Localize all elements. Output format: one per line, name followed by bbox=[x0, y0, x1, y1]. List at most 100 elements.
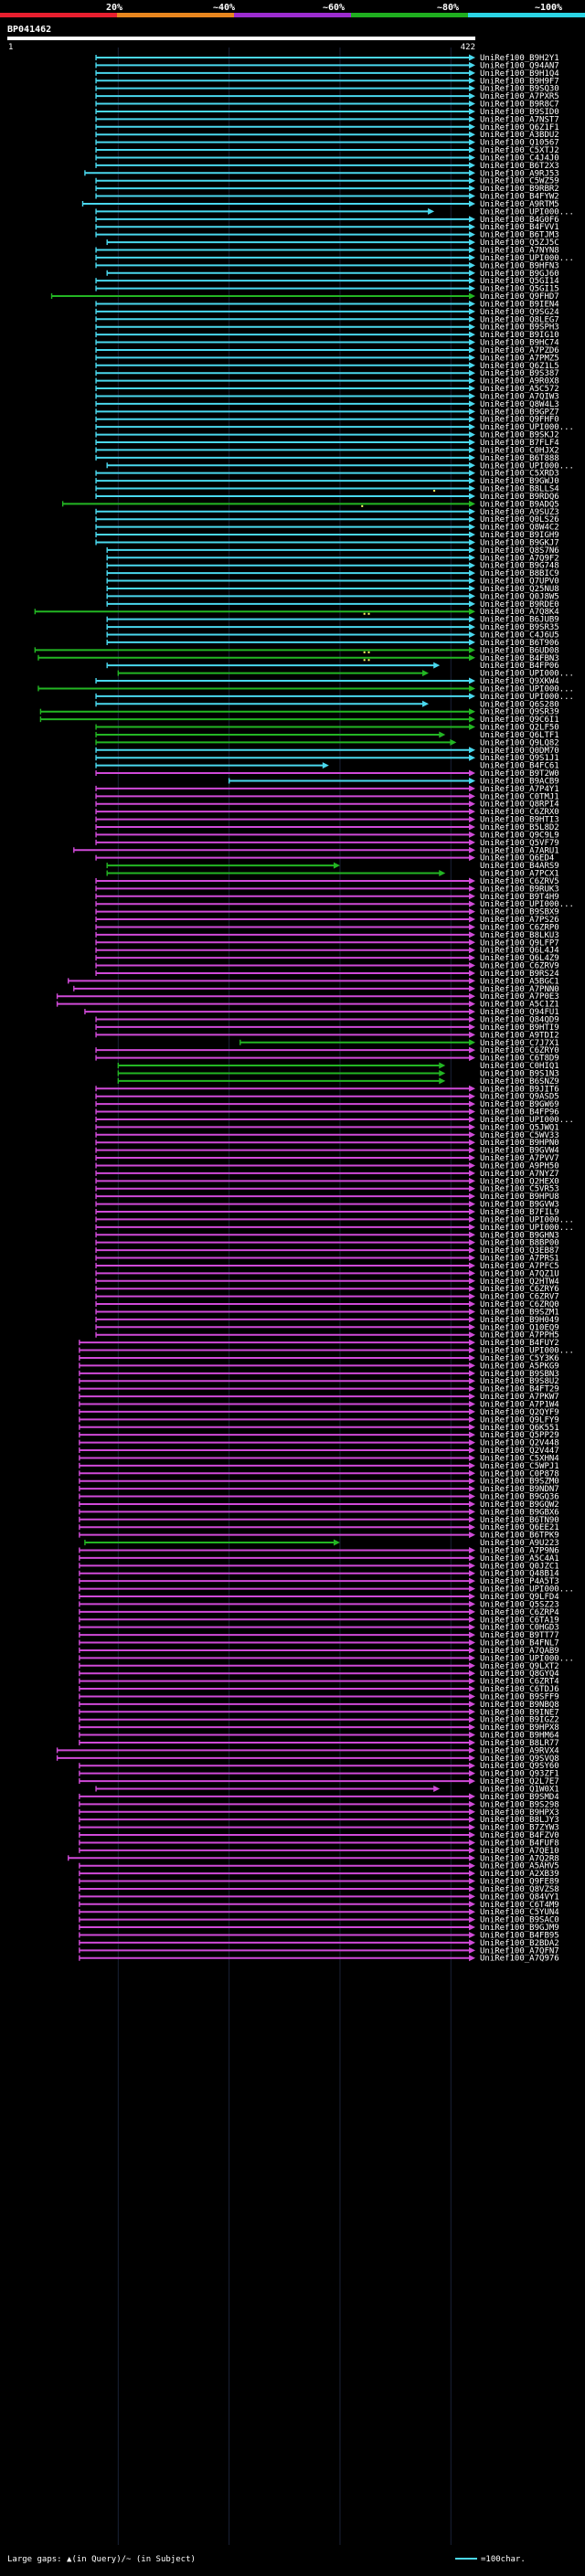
hit-arrow-icon bbox=[469, 554, 475, 561]
hit-label: UniRef100_B9G748 bbox=[480, 562, 559, 571]
hit-row: UniRef100_Q2V447 bbox=[79, 1447, 559, 1456]
hit-arrow-icon bbox=[469, 970, 475, 977]
hit-arrow-icon bbox=[469, 1955, 475, 1962]
hit-arrow-icon bbox=[469, 616, 475, 623]
hit-row: UniRef100_A7NST7 bbox=[95, 115, 559, 124]
hit-label: UniRef100_B9SKJ2 bbox=[480, 431, 559, 440]
hit-row: UniRef100_B9HPX3 bbox=[79, 1808, 559, 1818]
hit-arrow-icon bbox=[469, 1716, 475, 1723]
hit-label: UniRef100_B6JUB9 bbox=[480, 616, 559, 625]
hit-label: UniRef100_A7P4Y1 bbox=[480, 785, 559, 794]
hit-row: UniRef100_A9RTM5 bbox=[81, 200, 559, 209]
hit-arrow-icon bbox=[469, 508, 475, 515]
hit-label: UniRef100_Q6LTF1 bbox=[480, 731, 559, 740]
hit-arrow-icon bbox=[469, 1770, 475, 1777]
scale-label: ~40% bbox=[213, 3, 235, 13]
hit-label: UniRef100_Q9ASD5 bbox=[480, 1093, 559, 1102]
hit-arrow-icon bbox=[469, 1701, 475, 1708]
hit-label: UniRef100_B9GVW3 bbox=[480, 1201, 559, 1210]
hit-label: UniRef100_C5WZ59 bbox=[480, 177, 559, 186]
hit-arrow-icon bbox=[469, 1316, 475, 1323]
hit-arrow-icon bbox=[469, 592, 475, 599]
scale-segment bbox=[117, 13, 234, 17]
hit-arrow-icon bbox=[469, 1100, 475, 1108]
hit-arrow-icon bbox=[469, 578, 475, 585]
hit-label: UniRef100_B6TN90 bbox=[480, 1516, 559, 1525]
hit-arrow-icon bbox=[469, 1670, 475, 1677]
hit-arrow-icon bbox=[469, 1139, 475, 1146]
hit-arrow-icon bbox=[469, 1408, 475, 1415]
hit-arrow-icon bbox=[469, 92, 475, 100]
hit-label: UniRef100_A7PVV7 bbox=[480, 1154, 559, 1163]
hit-row: UniRef100_A7PVV7 bbox=[95, 1154, 559, 1163]
gap-marker bbox=[367, 612, 370, 615]
hit-arrow-icon bbox=[469, 1831, 475, 1839]
hit-label: UniRef100_B9H1Q4 bbox=[480, 69, 559, 79]
hit-arrow-icon bbox=[469, 1246, 475, 1254]
hit-label: UniRef100_B9GJM9 bbox=[480, 1924, 559, 1933]
hit-arrow-icon bbox=[450, 738, 457, 746]
hit-row: UniRef100_B5L8D2 bbox=[95, 823, 559, 832]
hit-label: UniRef100_Q9LXT2 bbox=[480, 1662, 559, 1671]
hit-arrow-icon bbox=[469, 1754, 475, 1762]
hit-arrow-icon bbox=[469, 1924, 475, 1931]
hit-row: UniRef100_B4ARS9 bbox=[106, 862, 559, 871]
hit-label: UniRef100_Q2LF50 bbox=[480, 724, 559, 733]
hit-arrow-icon bbox=[469, 1485, 475, 1492]
hit-row: UniRef100_Q0JZC1 bbox=[79, 1562, 559, 1571]
legend-gaps-text: Large gaps: ▲(in Query)/~ (in Subject) bbox=[7, 2555, 196, 2564]
hit-label: UniRef100_A7Q976 bbox=[480, 1955, 559, 1964]
hit-row: UniRef100_C6ZRY0 bbox=[95, 1046, 559, 1055]
hit-row: UniRef100_A5AHV5 bbox=[79, 1862, 559, 1871]
gap-marker bbox=[363, 659, 366, 662]
hit-arrow-icon bbox=[469, 101, 475, 108]
hit-arrow-icon bbox=[469, 1500, 475, 1508]
hit-arrow-icon bbox=[469, 1777, 475, 1785]
hit-row: UniRef100_Q6S280 bbox=[95, 700, 559, 709]
hit-label: UniRef100_C4J4J0 bbox=[480, 154, 559, 163]
hit-arrow-icon bbox=[469, 623, 475, 631]
hit-row: UniRef100_Q6ED4 bbox=[95, 854, 554, 864]
hit-arrow-icon bbox=[469, 839, 475, 846]
hit-label: UniRef100_A7PCX1 bbox=[480, 870, 559, 879]
hit-label: UniRef100_B9S8U2 bbox=[480, 1377, 559, 1386]
hit-label: UniRef100_Q1W0X1 bbox=[480, 1786, 559, 1795]
hit-label: UniRef100_B9R8C7 bbox=[480, 101, 559, 110]
hit-arrow-icon bbox=[433, 1786, 441, 1792]
hit-label: UniRef100_UPI000... bbox=[480, 1224, 574, 1233]
hit-arrow-icon bbox=[469, 831, 475, 838]
hit-arrow-icon bbox=[469, 1554, 475, 1562]
legend-scale-text: =100char. bbox=[481, 2555, 526, 2564]
hit-label: UniRef100_UPI000... bbox=[480, 1215, 574, 1224]
hit-label: UniRef100_UPI000... bbox=[480, 423, 574, 432]
hit-label: UniRef100_Q5SZ23 bbox=[480, 1600, 559, 1609]
hit-arrow-icon bbox=[469, 1001, 475, 1008]
hit-arrow-icon bbox=[469, 885, 475, 892]
hit-arrow-icon bbox=[469, 677, 475, 684]
hit-arrow-icon bbox=[469, 139, 475, 146]
hit-row: UniRef100_A5PKG9 bbox=[79, 1362, 559, 1371]
hit-arrow-icon bbox=[469, 1647, 475, 1654]
hit-arrow-icon bbox=[469, 600, 475, 608]
hit-label: UniRef100_B9GJ60 bbox=[480, 270, 559, 279]
hit-label: UniRef100_A7PFC5 bbox=[480, 1262, 559, 1271]
hit-arrow-icon bbox=[469, 315, 475, 323]
hit-row: UniRef100_Q8GYQ4 bbox=[79, 1670, 559, 1679]
scale-label: ~80% bbox=[437, 3, 459, 13]
hit-row: UniRef100_B9SQ30 bbox=[95, 85, 559, 94]
hit-arrow-icon bbox=[469, 1762, 475, 1769]
hit-row: UniRef100_Q7UPV0 bbox=[106, 578, 559, 587]
hit-arrow-icon bbox=[422, 670, 430, 677]
hit-label: UniRef100_B2BDA2 bbox=[480, 1939, 559, 1948]
hit-label: UniRef100_Q0DM70 bbox=[480, 747, 559, 756]
hit-row: UniRef100_B9G748 bbox=[106, 562, 559, 571]
scale-label: 20% bbox=[106, 3, 122, 13]
hit-arrow-icon bbox=[469, 308, 475, 315]
hit-arrow-icon bbox=[469, 1116, 475, 1123]
hit-arrow-icon bbox=[469, 1293, 475, 1300]
hit-label: UniRef100_Q8GYQ4 bbox=[480, 1670, 559, 1679]
gap-marker bbox=[367, 651, 370, 653]
hit-label: UniRef100_B9ACB9 bbox=[480, 777, 559, 786]
hit-arrow-icon bbox=[469, 1108, 475, 1116]
hit-label: UniRef100_B9NBQ8 bbox=[480, 1701, 559, 1710]
